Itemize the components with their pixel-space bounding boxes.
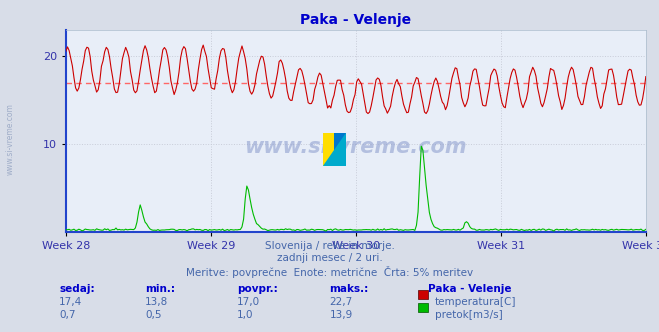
Text: 0,7: 0,7 [59, 310, 76, 320]
Text: min.:: min.: [145, 284, 175, 294]
Text: Slovenija / reke in morje.: Slovenija / reke in morje. [264, 241, 395, 251]
Text: Meritve: povprečne  Enote: metrične  Črta: 5% meritev: Meritve: povprečne Enote: metrične Črta:… [186, 266, 473, 278]
Bar [323, 133, 335, 166]
Text: zadnji mesec / 2 uri.: zadnji mesec / 2 uri. [277, 253, 382, 263]
Text: 0,5: 0,5 [145, 310, 161, 320]
Text: 13,9: 13,9 [330, 310, 353, 320]
Text: 22,7: 22,7 [330, 297, 353, 307]
Text: 17,4: 17,4 [59, 297, 82, 307]
Text: 1,0: 1,0 [237, 310, 254, 320]
Text: sedaj:: sedaj: [59, 284, 95, 294]
Bar [335, 133, 346, 166]
Text: 17,0: 17,0 [237, 297, 260, 307]
Title: Paka - Velenje: Paka - Velenje [301, 13, 411, 27]
Text: maks.:: maks.: [330, 284, 369, 294]
Text: povpr.:: povpr.: [237, 284, 278, 294]
Text: pretok[m3/s]: pretok[m3/s] [435, 310, 503, 320]
Text: www.si-vreme.com: www.si-vreme.com [5, 104, 14, 175]
Polygon shape [323, 133, 346, 166]
Text: 13,8: 13,8 [145, 297, 168, 307]
Text: temperatura[C]: temperatura[C] [435, 297, 517, 307]
Text: www.si-vreme.com: www.si-vreme.com [244, 137, 467, 157]
Text: Paka - Velenje: Paka - Velenje [428, 284, 512, 294]
